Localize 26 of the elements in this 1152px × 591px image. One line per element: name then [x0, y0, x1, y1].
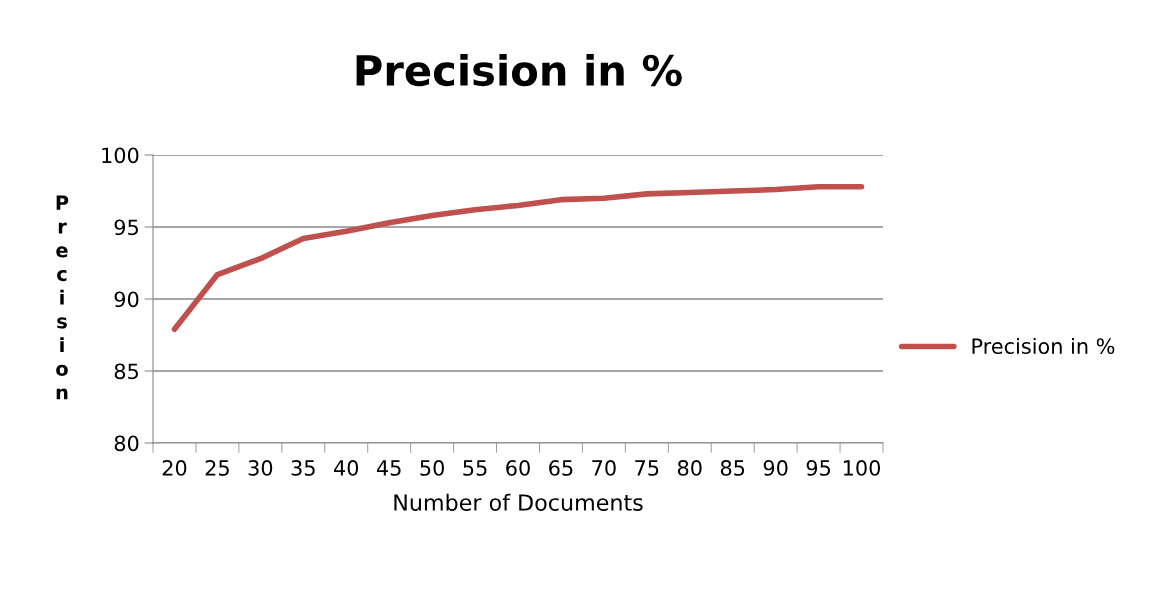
x-tick-label: 45: [376, 460, 401, 476]
x-axis-title: Number of Documents: [394, 493, 643, 511]
y-tick-label: 85: [114, 363, 138, 380]
x-tick-label: 40: [334, 460, 359, 476]
y-tick-label: 90: [114, 291, 139, 308]
y-tick-label: 80: [114, 435, 139, 452]
x-tick-label: 60: [506, 460, 530, 476]
x-tick-label: 25: [205, 460, 229, 476]
x-tick-label: 90: [763, 460, 788, 476]
legend-label: Precision in %: [972, 337, 1115, 354]
chart-title: Precision in %: [356, 53, 682, 87]
x-tick-label: 95: [806, 460, 831, 476]
x-tick-label: 55: [463, 460, 487, 476]
y-tick-label: 100: [102, 147, 139, 164]
x-tick-label: 65: [549, 460, 573, 476]
x-tick-label: 20: [162, 460, 187, 476]
x-tick-label: 30: [248, 460, 273, 476]
x-tick-label: 35: [291, 460, 315, 476]
y-tick-label: 95: [114, 219, 138, 236]
x-tick-label: 70: [592, 460, 616, 476]
x-tick-label: 80: [677, 460, 702, 476]
x-tick-label: 100: [843, 460, 881, 476]
x-tick-label: 75: [635, 460, 659, 476]
text: Precision: [56, 195, 69, 400]
x-tick-label: 50: [420, 460, 444, 476]
x-tick-label: 85: [720, 460, 745, 476]
